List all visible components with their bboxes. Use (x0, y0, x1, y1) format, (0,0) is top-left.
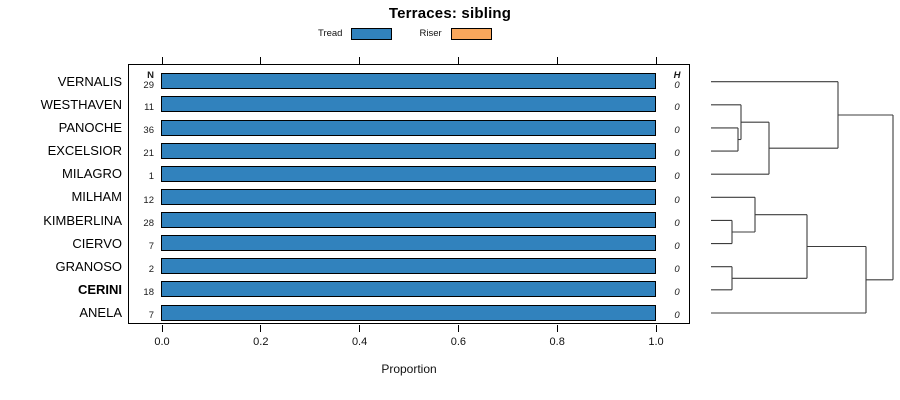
x-axis-tick (457, 56, 460, 64)
tread-segment (162, 74, 655, 89)
bar-row: 7 0 (129, 232, 689, 255)
bar-row: 18 0 (129, 278, 689, 301)
bar-row: N 29 H 0 (129, 70, 689, 93)
proportion-bar (161, 258, 656, 275)
x-axis-tick (161, 324, 163, 332)
proportion-bar (161, 188, 656, 205)
x-axis-tick (260, 324, 262, 332)
legend-swatch-riser (450, 27, 492, 40)
x-axis-tick (655, 324, 657, 332)
bar-row: 1 0 (129, 162, 689, 185)
x-tick-label: 0.2 (253, 336, 269, 348)
tread-segment (162, 166, 655, 181)
h-value: 0 (674, 264, 680, 276)
x-axis-tick (556, 56, 558, 64)
y-axis-label: PANOCHE (58, 120, 122, 135)
x-tick-label: 0.6 (450, 336, 467, 348)
x-axis-tick (556, 324, 558, 332)
n-value: 7 (148, 310, 154, 322)
y-axis-label: CERINI (77, 281, 122, 297)
bar-row: 11 0 (129, 93, 689, 116)
y-axis-label: CIERVO (72, 235, 122, 251)
n-value: 18 (143, 287, 154, 299)
n-value: 2 (148, 264, 154, 276)
bar-row: 28 0 (129, 209, 689, 232)
tread-segment (162, 143, 655, 158)
proportion-bar (161, 142, 656, 159)
tread-segment (162, 236, 655, 251)
n-value: 28 (143, 217, 154, 229)
h-value: 0 (674, 125, 680, 137)
n-cell: N 29 (130, 70, 154, 93)
proportion-bar (161, 235, 656, 252)
bar-row: 12 0 (129, 185, 689, 208)
legend-swatch-tread (351, 27, 393, 40)
proportion-bar (161, 165, 656, 182)
h-value: 0 (674, 194, 680, 206)
y-axis-label: VERNALIS (57, 73, 122, 89)
y-axis-label: WESTHAVEN (40, 96, 122, 112)
x-tick-label: 0.4 (351, 336, 368, 348)
n-value: 12 (143, 194, 154, 206)
bar-row: 2 0 (129, 255, 689, 278)
h-value: 0 (674, 217, 680, 229)
x-axis-tick (359, 324, 361, 332)
proportion-bar (161, 119, 656, 136)
h-value: 0 (674, 80, 680, 92)
legend: Tread Riser (318, 26, 492, 41)
n-value: 11 (144, 102, 154, 114)
tread-segment (162, 120, 655, 135)
tread-segment (162, 189, 655, 204)
h-value: 0 (674, 240, 680, 252)
n-value: 1 (148, 171, 154, 183)
h-value: 0 (674, 148, 680, 160)
h-value: 0 (674, 287, 680, 299)
proportion-bar (161, 281, 656, 298)
proportion-bar (161, 73, 656, 90)
x-axis-tick (359, 56, 361, 64)
x-tick-label: 0.8 (549, 336, 565, 348)
proportion-bar (161, 96, 656, 113)
x-axis-tick (655, 56, 657, 64)
bar-row: 36 0 (129, 116, 689, 139)
bar-row: 7 0 (129, 301, 689, 324)
y-axis-label: ANELA (79, 305, 122, 320)
h-column-header: H (673, 69, 681, 81)
x-axis-tick (161, 56, 163, 64)
h-value: 0 (674, 102, 680, 114)
x-axis-tick (457, 324, 460, 332)
n-value: 7 (148, 240, 154, 252)
x-tick-label: 0.0 (154, 336, 170, 348)
x-axis-tick (260, 56, 262, 64)
h-cell: H 0 (665, 70, 689, 93)
tread-segment (162, 97, 655, 112)
y-axis-label: MILHAM (71, 189, 122, 205)
n-value: 21 (143, 148, 154, 160)
bar-row: 21 0 (129, 139, 689, 162)
h-value: 0 (674, 171, 680, 183)
legend-label-riser: Riser (419, 28, 442, 39)
n-value: 36 (143, 125, 154, 137)
tread-segment (162, 213, 655, 227)
h-value: 0 (674, 310, 680, 322)
legend-item-tread: Tread (318, 27, 393, 40)
y-axis-label: GRANOSO (55, 258, 122, 274)
plot-area: N 29 H 0 11 0 36 0 21 0 (128, 56, 690, 332)
tread-segment (162, 305, 655, 320)
tread-segment (162, 259, 655, 274)
y-axis-label: EXCELSIOR (47, 143, 122, 159)
proportion-bar (161, 212, 656, 228)
x-axis-title: Proportion (381, 362, 437, 376)
y-axis-label: MILAGRO (62, 166, 122, 182)
tread-segment (162, 282, 655, 297)
legend-item-riser: Riser (419, 27, 492, 40)
n-column-header: N (147, 69, 154, 81)
legend-label-tread: Tread (318, 28, 343, 39)
x-tick-label: 1.0 (648, 336, 664, 348)
y-axis-labels: VERNALIS WESTHAVEN PANOCHE EXCELSIOR MIL… (0, 64, 122, 326)
y-axis-label: KIMBERLINA (43, 212, 122, 228)
chart-title: Terraces: sibling (388, 5, 512, 22)
n-value: 29 (143, 80, 154, 92)
proportion-bar (161, 304, 656, 321)
